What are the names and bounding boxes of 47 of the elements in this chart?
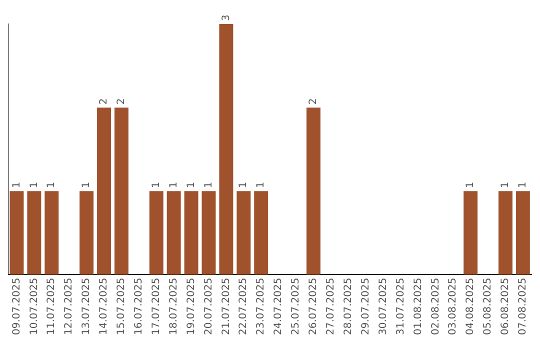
x-tick-label: 22.07.2025 — [238, 278, 250, 336]
data-label: 1 — [28, 182, 40, 188]
data-label: 3 — [220, 14, 232, 21]
data-label: 1 — [186, 182, 197, 188]
x-tick-label: 17.07.2025 — [150, 278, 162, 336]
x-tick-label: 16.07.2025 — [134, 278, 145, 336]
x-tick-label: 15.07.2025 — [116, 278, 128, 336]
data-label: 1 — [465, 182, 476, 188]
x-tick-label: 19.07.2025 — [186, 278, 197, 336]
x-tick-label: 20.07.2025 — [203, 278, 214, 336]
x-tick-label: 27.07.2025 — [326, 278, 337, 336]
x-tick-label: 12.07.2025 — [64, 278, 75, 336]
x-tick-label: 31.07.2025 — [395, 278, 406, 336]
data-label: 2 — [98, 98, 110, 105]
data-label: 1 — [500, 182, 512, 188]
x-tick-label: 14.07.2025 — [98, 278, 110, 336]
data-label: 1 — [518, 182, 529, 188]
x-tick-label: 26.07.2025 — [308, 278, 320, 336]
x-tick-label: 05.08.2025 — [482, 278, 494, 336]
data-label: 1 — [168, 182, 180, 188]
data-label: 1 — [81, 182, 92, 188]
x-tick-label: 09.07.2025 — [11, 278, 22, 336]
x-tick-label: 24.07.2025 — [273, 278, 284, 336]
x-tick-label: 07.08.2025 — [518, 278, 529, 336]
data-label: 1 — [256, 182, 267, 188]
x-tick-label: 23.07.2025 — [256, 278, 267, 336]
data-label: 1 — [11, 182, 22, 188]
x-tick-label: 10.07.2025 — [28, 278, 40, 336]
x-tick-label: 01.08.2025 — [412, 278, 424, 336]
x-tick-label: 04.08.2025 — [465, 278, 476, 336]
x-tick-label: 11.07.2025 — [46, 278, 58, 336]
data-label: 1 — [46, 182, 58, 188]
x-tick-label: 25.07.2025 — [290, 278, 302, 336]
x-tick-label: 21.07.2025 — [220, 278, 232, 336]
data-label: 2 — [116, 98, 128, 105]
x-tick-label: 03.08.2025 — [448, 278, 459, 336]
data-label: 1 — [150, 182, 162, 188]
x-tick-label: 02.08.2025 — [430, 278, 442, 336]
data-label: 1 — [203, 182, 214, 188]
x-tick-label: 30.07.2025 — [378, 278, 389, 336]
x-tick-label: 06.08.2025 — [500, 278, 512, 336]
x-tick-label: 18.07.2025 — [168, 278, 180, 336]
x-tick-label: 29.07.2025 — [360, 278, 372, 336]
x-tick-label: 28.07.2025 — [342, 278, 354, 336]
x-tick-label: 13.07.2025 — [81, 278, 92, 336]
data-label: 2 — [308, 98, 320, 105]
data-label: 1 — [238, 182, 250, 188]
